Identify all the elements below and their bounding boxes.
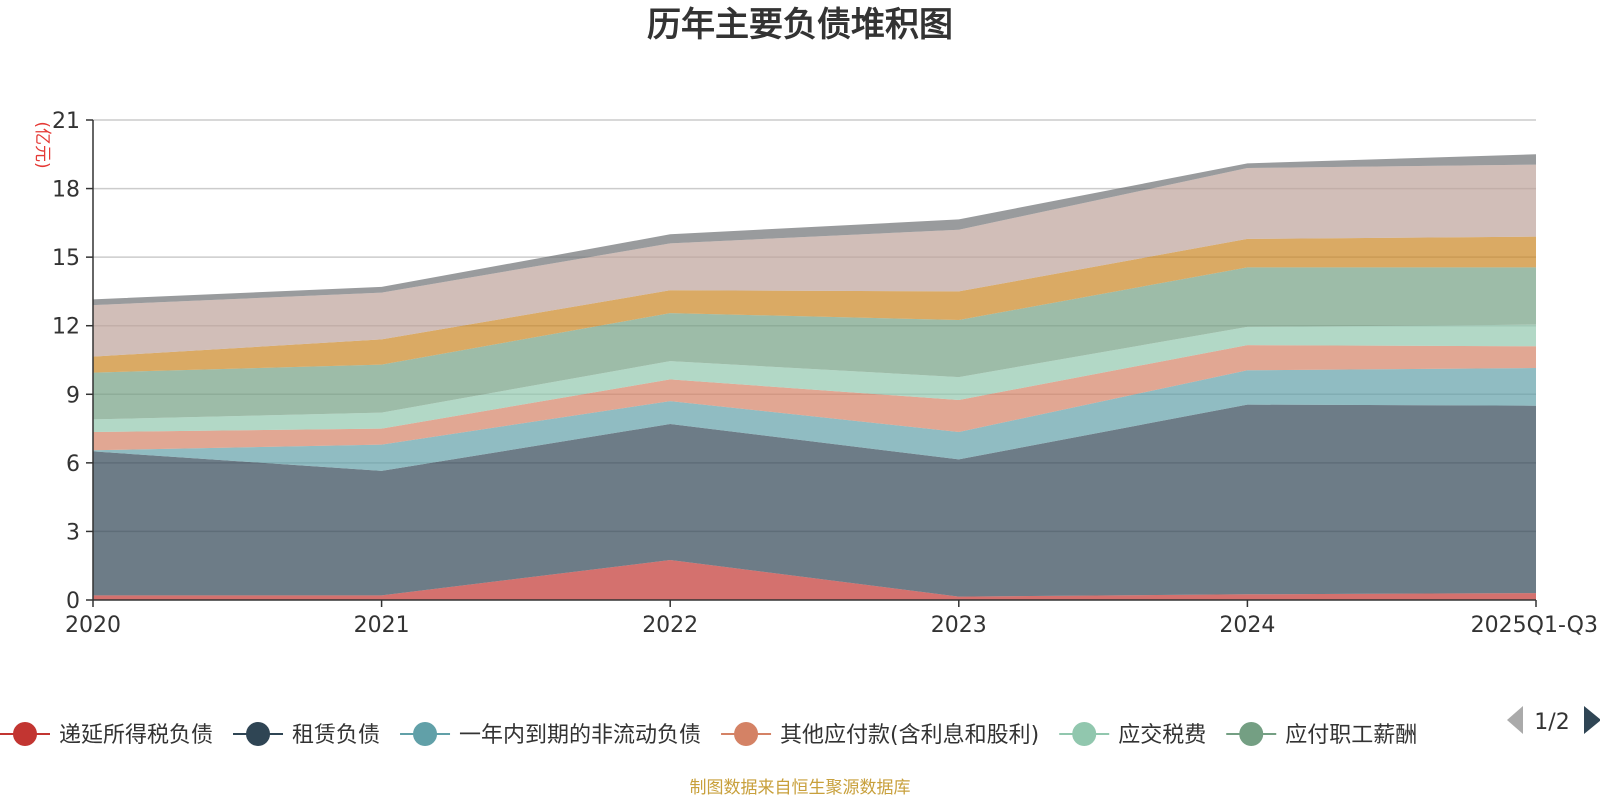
legend-item-4[interactable]: 应交税费 — [1059, 722, 1206, 748]
y-tick-label-6: 6 — [66, 452, 80, 477]
y-tick-label-15: 15 — [52, 246, 80, 271]
y-tick-label-18: 18 — [52, 178, 80, 203]
legend-label-0: 递延所得税负债 — [59, 723, 213, 748]
area-series-6[interactable] — [93, 236, 1536, 373]
legend-item-5[interactable]: 应付职工薪酬 — [1226, 722, 1417, 748]
axes: 0 3 6 9 12 15 18 21 2020 2021 2022 2023 2024 2025Q1-Q… — [52, 109, 1598, 638]
legend-marker-0 — [13, 722, 37, 746]
y-tick-label-9: 9 — [66, 383, 80, 408]
legend-item-1[interactable]: 租赁负债 — [233, 722, 380, 748]
area-series-7[interactable] — [93, 164, 1536, 357]
y-tick-label-3: 3 — [66, 520, 80, 545]
next-page-icon[interactable] — [1584, 706, 1600, 734]
legend-item-2[interactable]: 一年内到期的非流动负债 — [400, 722, 701, 748]
x-tick-label-0: 2020 — [65, 613, 121, 638]
x-tick-label-4: 2024 — [1219, 613, 1275, 638]
x-tick-label-2: 2022 — [642, 613, 698, 638]
legend-label-4: 应交税费 — [1118, 723, 1206, 748]
legend-marker-2 — [413, 722, 438, 746]
x-tick-label-1: 2021 — [354, 613, 410, 638]
legend-marker-4 — [1072, 722, 1097, 746]
y-tick-label-12: 12 — [52, 315, 80, 340]
y-tick-label-21: 21 — [52, 109, 80, 134]
chart-title: 历年主要负债堆积图 — [647, 5, 953, 45]
y-axis-unit: (亿元) — [32, 121, 52, 168]
data-source-note: 制图数据来自恒生聚源数据库 — [690, 778, 911, 798]
legend-item-0[interactable]: 递延所得税负债 — [0, 722, 213, 748]
legend-label-2: 一年内到期的非流动负债 — [459, 723, 701, 748]
area-series-5[interactable] — [93, 267, 1536, 420]
prev-page-icon[interactable] — [1507, 706, 1523, 734]
area-series-2[interactable] — [93, 368, 1536, 471]
legend-label-5: 应付职工薪酬 — [1285, 723, 1417, 748]
legend-marker-1 — [246, 722, 271, 746]
area-series-3[interactable] — [93, 345, 1536, 451]
legend-marker-5 — [1239, 722, 1264, 746]
legend: 递延所得税负债 租赁负债 一年内到期的非流动负债 其他应付款(含利息和股利) 应交税费 应… — [0, 722, 1417, 748]
area-series-4[interactable] — [93, 324, 1536, 432]
area-series-0[interactable] — [93, 560, 1536, 600]
legend-pager: 1/2 — [1507, 706, 1600, 735]
area-series-8[interactable] — [93, 154, 1536, 306]
legend-label-1: 租赁负债 — [292, 723, 380, 748]
legend-page-indicator: 1/2 — [1534, 710, 1569, 735]
legend-item-3[interactable]: 其他应付款(含利息和股利) — [721, 722, 1039, 748]
area-series — [93, 154, 1536, 600]
legend-label-3: 其他应付款(含利息和股利) — [780, 723, 1039, 748]
x-tick-label-3: 2023 — [931, 613, 987, 638]
legend-marker-3 — [734, 722, 759, 746]
y-tick-label-0: 0 — [66, 589, 80, 614]
x-tick-label-5: 2025Q1-Q3 — [1471, 613, 1598, 638]
area-series-1[interactable] — [93, 404, 1536, 597]
